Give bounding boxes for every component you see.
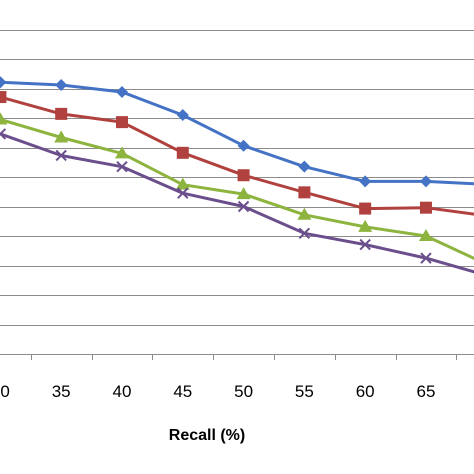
data-point-diamond [237, 139, 250, 152]
series-2 [0, 91, 474, 216]
x-marker-stroke [55, 149, 67, 162]
data-point-x [237, 200, 250, 213]
x-tick-label: 35 [52, 382, 71, 401]
x-tick-label: 30 [0, 382, 10, 401]
data-point-diamond [176, 109, 189, 122]
series-1 [0, 76, 474, 188]
x-axis-title: Recall (%) [169, 427, 245, 444]
data-point-diamond [55, 78, 68, 91]
data-point-x [55, 149, 67, 162]
data-point-triangle [297, 207, 312, 220]
data-point-triangle [358, 219, 373, 232]
data-point-diamond [115, 86, 128, 99]
data-point-square [55, 107, 68, 120]
data-point-diamond [359, 175, 372, 188]
x-marker-stroke [298, 227, 311, 240]
x-marker-stroke [359, 238, 371, 251]
data-point-square [115, 116, 128, 129]
x-tick-label: 65 [417, 382, 436, 401]
grid-lines [0, 30, 474, 326]
data-point-triangle [114, 146, 129, 159]
data-point-square [298, 186, 311, 199]
data-point-square [419, 201, 432, 214]
x-tick-label: 60 [356, 382, 375, 401]
x-marker-stroke [116, 160, 128, 173]
data-point-x [0, 128, 7, 140]
x-marker-stroke [420, 252, 432, 264]
data-point-triangle [418, 229, 433, 241]
series-4 [0, 128, 474, 274]
data-point-triangle [175, 177, 190, 190]
series-3 [0, 112, 474, 260]
data-point-square [359, 202, 372, 215]
x-marker-stroke [177, 187, 189, 199]
data-point-x [177, 187, 189, 199]
x-tick-label: 40 [113, 382, 132, 401]
x-tick-label: 45 [173, 382, 192, 401]
data-point-triangle [0, 112, 8, 125]
x-axis [0, 354, 474, 360]
x-tick-label: 50 [234, 382, 253, 401]
data-point-square [0, 91, 7, 104]
data-point-triangle [54, 130, 69, 143]
x-tick-label: 55 [295, 382, 314, 401]
data-point-triangle [236, 187, 251, 200]
data-point-x [359, 238, 371, 251]
series-line [0, 132, 474, 274]
data-point-x [298, 227, 311, 240]
x-tick-labels: 303540455055606570 [0, 382, 436, 401]
data-point-square [176, 146, 189, 159]
x-marker-stroke [237, 200, 250, 213]
data-point-diamond [419, 175, 432, 188]
data-point-x [116, 160, 128, 173]
x-marker-stroke [0, 128, 7, 136]
data-point-diamond [298, 160, 311, 173]
data-point-square [237, 169, 250, 182]
data-point-x [420, 252, 432, 264]
data-point-diamond [0, 76, 7, 89]
series-layer [0, 76, 474, 274]
series-line [0, 80, 474, 186]
